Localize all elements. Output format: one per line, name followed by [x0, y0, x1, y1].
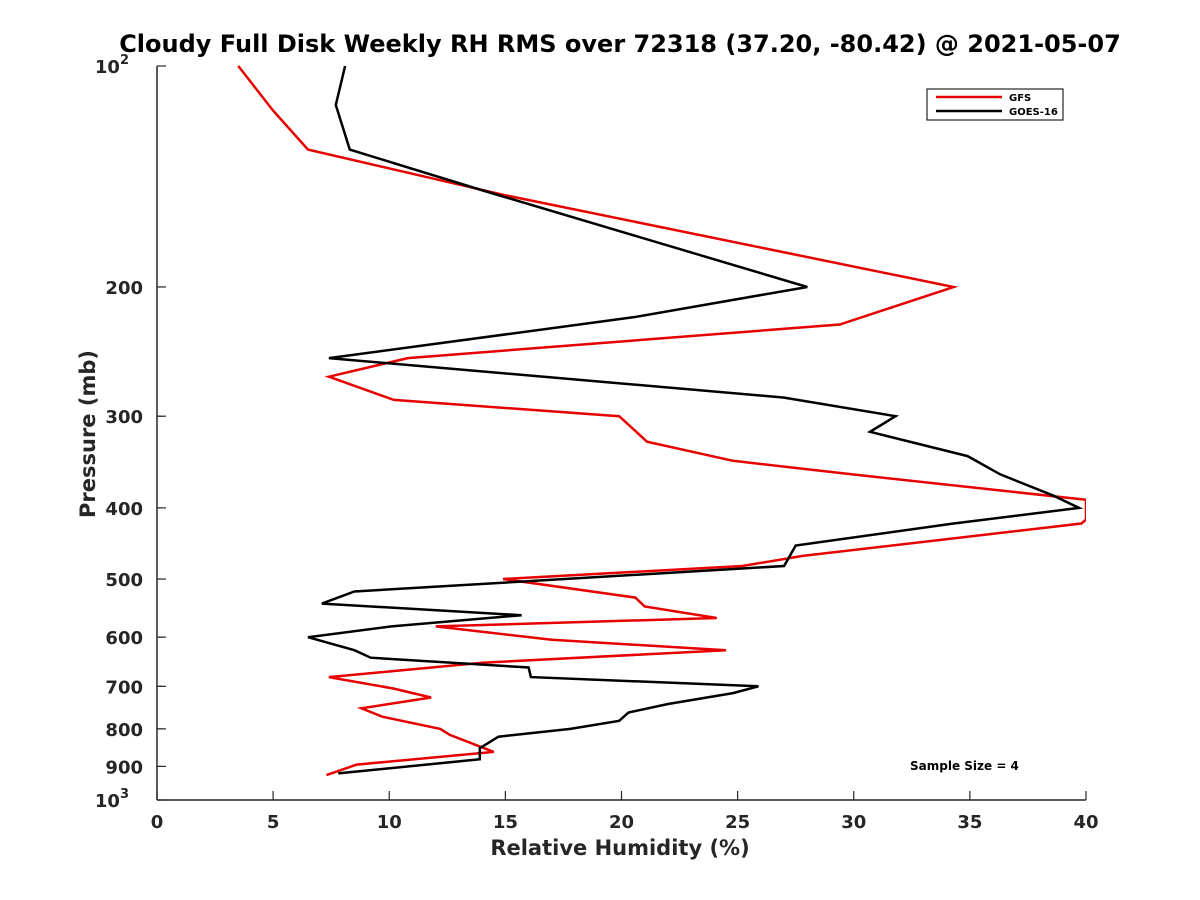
chart-title: Cloudy Full Disk Weekly RH RMS over 7231… [119, 30, 1121, 58]
y-tick-label: 103 [95, 787, 129, 812]
y-tick-label: 700 [105, 677, 143, 698]
x-tick-label: 0 [151, 812, 164, 833]
series-line-goes16 [307, 65, 1084, 775]
x-tick-label: 10 [377, 812, 402, 833]
series-line-gfs [237, 65, 1086, 777]
series-lines [237, 65, 1086, 777]
legend: GFS GOES-16 [926, 88, 1064, 121]
plot-axes [156, 66, 1086, 801]
y-tick-label: 200 [105, 278, 143, 299]
y-tick-label: 102 [95, 53, 129, 78]
legend-label-gfs: GFS [1009, 93, 1031, 104]
sample-size-annotation: Sample Size = 4 [910, 759, 1019, 773]
y-tick-label: 900 [105, 757, 143, 778]
x-tick-label: 40 [1073, 812, 1098, 833]
x-tick-label: 30 [841, 812, 866, 833]
y-tick-label: 300 [105, 407, 143, 428]
legend-label-goes16: GOES-16 [1009, 107, 1058, 118]
y-tick-label: 500 [105, 570, 143, 591]
y-tick-label: 600 [105, 628, 143, 649]
axis-ticks: 0 5 10 15 20 25 30 35 40 102 200 300 400 500 600 700 800… [95, 53, 1099, 833]
x-tick-label: 35 [957, 812, 982, 833]
x-tick-label: 25 [725, 812, 750, 833]
x-tick-label: 5 [267, 812, 280, 833]
legend-box [926, 88, 1064, 121]
x-axis-label: Relative Humidity (%) [490, 836, 750, 860]
y-axis-label: Pressure (mb) [76, 350, 100, 518]
y-tick-label: 800 [105, 720, 143, 741]
x-tick-label: 20 [609, 812, 634, 833]
y-tick-label: 400 [105, 499, 143, 520]
x-tick-label: 15 [493, 812, 518, 833]
